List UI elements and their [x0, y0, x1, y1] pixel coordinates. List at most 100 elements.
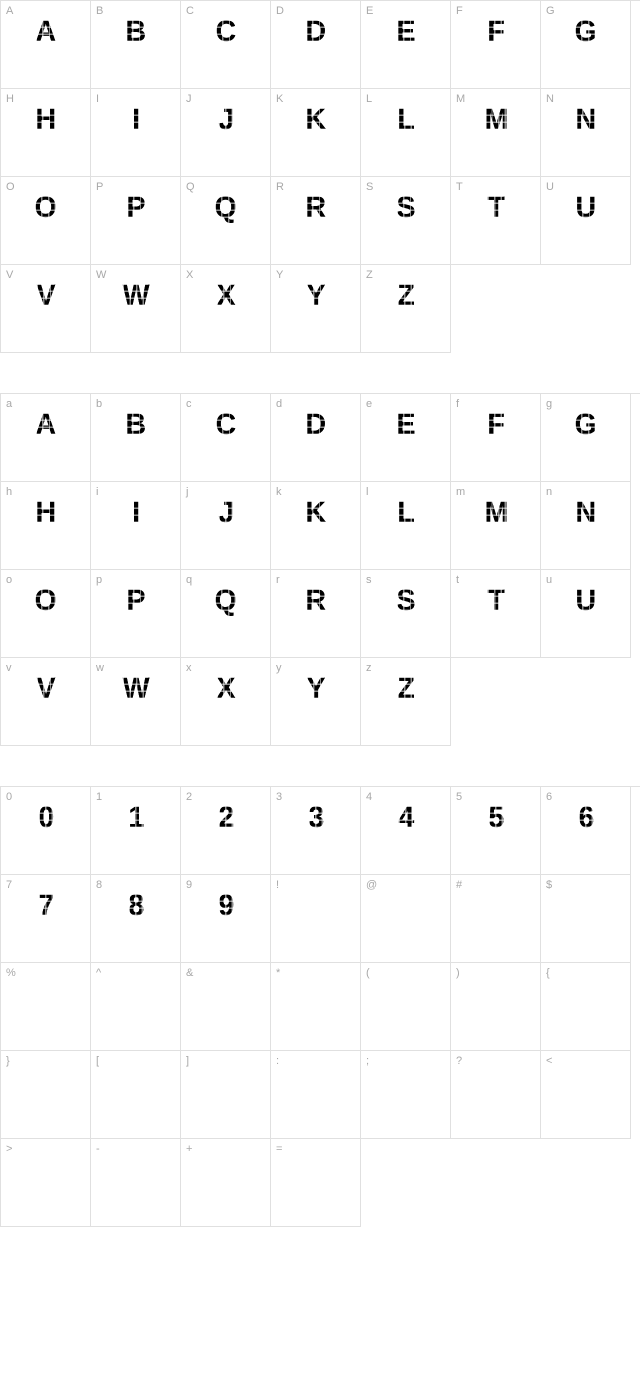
cell-glyph: K: [271, 496, 360, 530]
cell-glyph: N: [541, 103, 630, 137]
cell-glyph: I: [91, 103, 180, 137]
glyph-cell: -: [91, 1139, 181, 1227]
glyph: Z: [397, 672, 413, 706]
glyph-cell: MM: [451, 89, 541, 177]
cell-glyph: [91, 1065, 180, 1083]
cell-glyph: A: [1, 15, 90, 49]
cell-glyph: M: [451, 496, 540, 530]
glyph-cell: VV: [1, 265, 91, 353]
glyph-cell: FF: [451, 1, 541, 89]
glyph: Q: [215, 191, 236, 225]
cell-glyph: 5: [451, 801, 540, 835]
glyph-cell: vV: [1, 658, 91, 746]
cell-glyph: R: [271, 584, 360, 618]
glyph-grid: aAbBcCdDeEfFgGhHiIjJkKlLmMnNoOpPqQrRsStT…: [0, 393, 640, 746]
glyph-cell: iI: [91, 482, 181, 570]
glyph: Q: [215, 584, 236, 618]
glyph-cell: $: [541, 875, 631, 963]
glyph-cell: (: [361, 963, 451, 1051]
cell-glyph: [91, 977, 180, 995]
cell-glyph: [451, 889, 540, 907]
glyph: K: [306, 496, 326, 530]
cell-glyph: [361, 1065, 450, 1083]
glyph-cell: KK: [271, 89, 361, 177]
glyph-cell: TT: [451, 177, 541, 265]
glyph-cell: xX: [181, 658, 271, 746]
cell-glyph: V: [1, 279, 90, 313]
glyph-cell: WW: [91, 265, 181, 353]
cell-glyph: P: [91, 584, 180, 618]
cell-glyph: [541, 889, 630, 907]
glyph-grid: AABBCCDDEEFFGGHHIIJJKKLLMMNNOOPPQQRRSSTT…: [0, 0, 640, 353]
glyph-cell: [: [91, 1051, 181, 1139]
cell-glyph: [1, 1065, 90, 1083]
glyph-cell: tT: [451, 570, 541, 658]
glyph-cell: DD: [271, 1, 361, 89]
glyph: P: [126, 584, 144, 618]
glyph-cell: fF: [451, 394, 541, 482]
glyph-cell: OO: [1, 177, 91, 265]
glyph-cell: wW: [91, 658, 181, 746]
cell-glyph: [361, 977, 450, 995]
cell-glyph: G: [541, 15, 630, 49]
cell-glyph: [271, 889, 360, 907]
glyph-cell: aA: [1, 394, 91, 482]
glyph-cell: lL: [361, 482, 451, 570]
cell-glyph: W: [91, 672, 180, 706]
glyph: O: [35, 584, 56, 618]
glyph: 7: [38, 889, 53, 923]
cell-glyph: O: [1, 191, 90, 225]
cell-glyph: Y: [271, 672, 360, 706]
glyph-cell: II: [91, 89, 181, 177]
glyph: 1: [128, 801, 143, 835]
cell-glyph: 3: [271, 801, 360, 835]
cell-glyph: B: [91, 15, 180, 49]
glyph: O: [35, 191, 56, 225]
glyph-cell: GG: [541, 1, 631, 89]
glyph: H: [36, 496, 56, 530]
glyph: G: [575, 408, 596, 442]
glyph: 0: [38, 801, 53, 835]
glyph-cell: ZZ: [361, 265, 451, 353]
glyph: 2: [218, 801, 233, 835]
glyph: N: [576, 496, 596, 530]
cell-glyph: I: [91, 496, 180, 530]
cell-glyph: [181, 1065, 270, 1083]
glyph-cell: ;: [361, 1051, 451, 1139]
glyph: R: [306, 584, 326, 618]
glyph-cell: +: [181, 1139, 271, 1227]
glyph: N: [576, 103, 596, 137]
cell-glyph: Q: [181, 584, 270, 618]
glyph-cell: SS: [361, 177, 451, 265]
glyph: S: [396, 584, 414, 618]
cell-glyph: F: [451, 408, 540, 442]
glyph: S: [396, 191, 414, 225]
cell-glyph: [181, 977, 270, 995]
glyph-cell: 00: [1, 787, 91, 875]
glyph: A: [36, 408, 56, 442]
glyph: F: [487, 408, 503, 442]
glyph-cell: ): [451, 963, 541, 1051]
cell-glyph: O: [1, 584, 90, 618]
character-map: AABBCCDDEEFFGGHHIIJJKKLLMMNNOOPPQQRRSSTT…: [0, 0, 640, 1227]
cell-glyph: Y: [271, 279, 360, 313]
glyph-cell: hH: [1, 482, 91, 570]
glyph-cell: YY: [271, 265, 361, 353]
cell-glyph: U: [541, 584, 630, 618]
glyph-cell: ?: [451, 1051, 541, 1139]
glyph-cell: NN: [541, 89, 631, 177]
cell-glyph: N: [541, 496, 630, 530]
glyph-cell: @: [361, 875, 451, 963]
glyph: J: [218, 496, 233, 530]
glyph-cell: %: [1, 963, 91, 1051]
cell-glyph: 2: [181, 801, 270, 835]
glyph: 3: [308, 801, 323, 835]
glyph-cell: HH: [1, 89, 91, 177]
glyph: X: [216, 672, 234, 706]
cell-glyph: V: [1, 672, 90, 706]
glyph: P: [126, 191, 144, 225]
glyph-cell: RR: [271, 177, 361, 265]
glyph: J: [218, 103, 233, 137]
glyph-cell: 44: [361, 787, 451, 875]
glyph-cell: zZ: [361, 658, 451, 746]
